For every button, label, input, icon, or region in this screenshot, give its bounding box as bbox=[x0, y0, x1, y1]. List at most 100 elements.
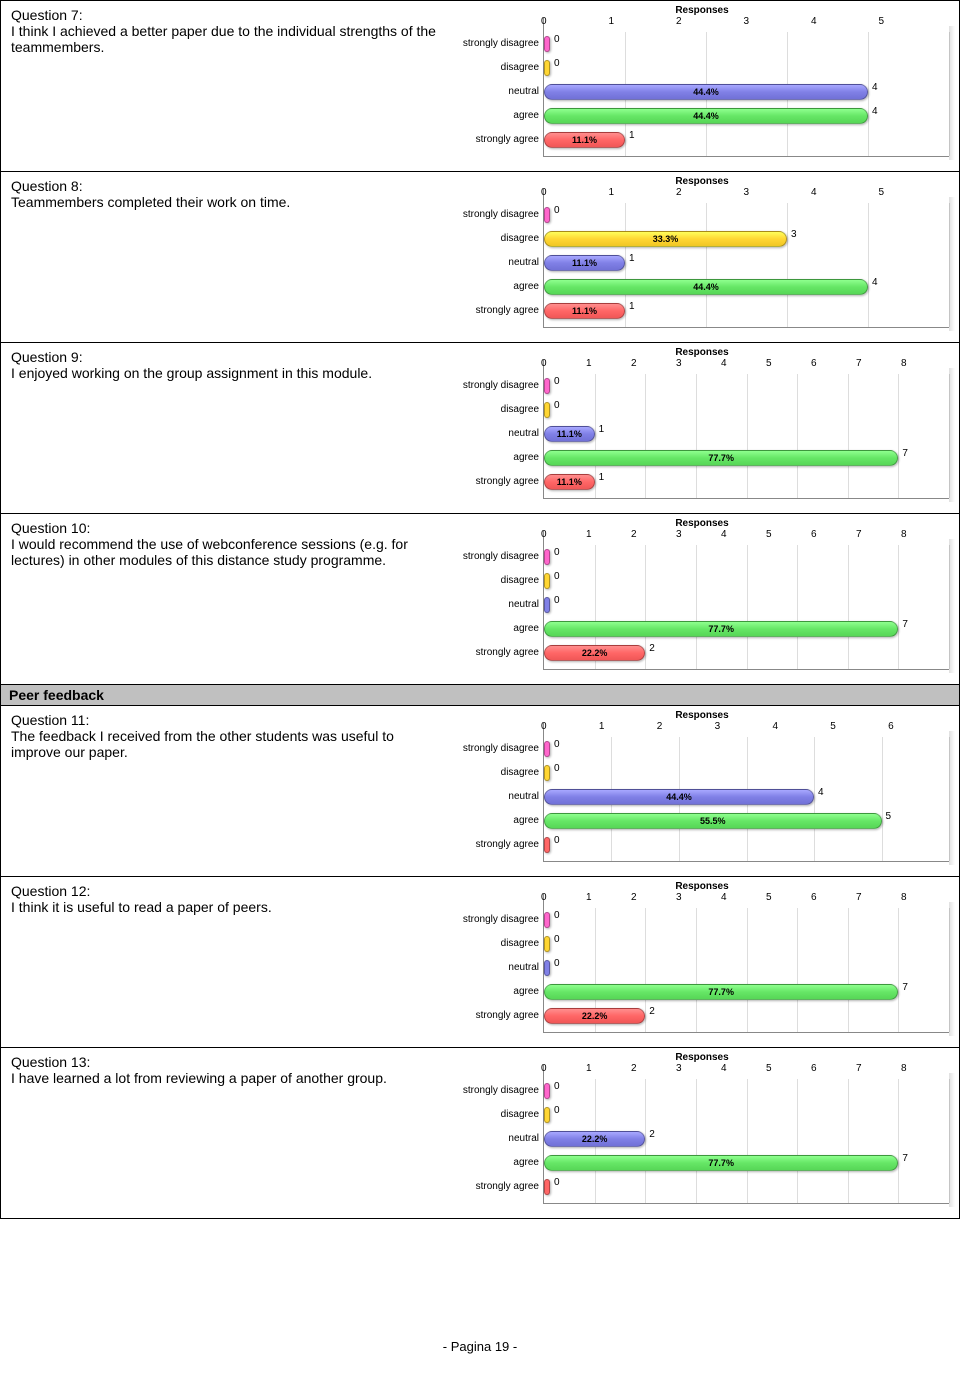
x-tick: 5 bbox=[879, 16, 947, 30]
x-tick: 4 bbox=[811, 187, 879, 201]
bar-row: 0 bbox=[544, 203, 949, 227]
y-label: disagree bbox=[455, 227, 543, 251]
x-tick: 0 bbox=[541, 187, 609, 201]
x-tick: 4 bbox=[721, 1063, 766, 1077]
x-axis: 012345678 bbox=[544, 358, 949, 372]
y-label: strongly agree bbox=[455, 641, 543, 665]
bar-count-label: 2 bbox=[649, 1129, 655, 1140]
bar-row: 77.7%7 bbox=[544, 1151, 949, 1175]
y-label: neutral bbox=[455, 785, 543, 809]
bar bbox=[544, 1083, 550, 1099]
bar-row: 77.7% 7 bbox=[544, 980, 949, 1004]
bar-count-label: 0 bbox=[554, 1177, 560, 1188]
bar-row: 0 bbox=[544, 1079, 949, 1103]
x-tick: 7 bbox=[856, 1063, 901, 1077]
bar-row: 22.2%2 bbox=[544, 1127, 949, 1151]
question-label: Question 10: bbox=[11, 520, 90, 536]
page-footer: - Pagina 19 - bbox=[0, 1339, 960, 1374]
bar-count-label: 1 bbox=[599, 472, 605, 483]
x-tick: 6 bbox=[811, 358, 856, 372]
x-axis: 012345678 bbox=[544, 529, 949, 543]
bar-row: 0 bbox=[544, 593, 949, 617]
response-chart: Responsesstrongly disagreedisagreeneutra… bbox=[451, 514, 959, 684]
bar-count-label: 0 bbox=[554, 34, 560, 45]
y-label: neutral bbox=[455, 251, 543, 275]
y-label: strongly disagree bbox=[455, 1079, 543, 1103]
x-tick: 5 bbox=[766, 892, 811, 906]
question-text: Question 9:I enjoyed working on the grou… bbox=[1, 343, 451, 513]
y-label: strongly disagree bbox=[455, 32, 543, 56]
bar-row: 0 bbox=[544, 374, 949, 398]
x-tick: 3 bbox=[715, 721, 773, 735]
bar-count-label: 4 bbox=[872, 277, 878, 288]
chart-plot: 0123456780022.2%277.7%70 bbox=[543, 1065, 949, 1204]
x-tick: 0 bbox=[541, 1063, 586, 1077]
y-label: disagree bbox=[455, 932, 543, 956]
x-tick: 2 bbox=[631, 1063, 676, 1077]
y-label: disagree bbox=[455, 1103, 543, 1127]
bar-count-label: 7 bbox=[902, 982, 908, 993]
bar bbox=[544, 597, 550, 613]
bar bbox=[544, 765, 550, 781]
x-tick: 7 bbox=[856, 358, 901, 372]
x-tick: 1 bbox=[586, 529, 631, 543]
y-label: neutral bbox=[455, 80, 543, 104]
y-label: strongly disagree bbox=[455, 545, 543, 569]
bar-count-label: 0 bbox=[554, 739, 560, 750]
question-row: Question 13:I have learned a lot from re… bbox=[1, 1048, 959, 1218]
bar-row: 44.4%4 bbox=[544, 80, 949, 104]
bar-pct-label: 44.4% bbox=[666, 789, 692, 805]
response-chart: Responsesstrongly disagreedisagreeneutra… bbox=[451, 1, 959, 171]
bar-row: 55.5%5 bbox=[544, 809, 949, 833]
bar-pct-label: 77.7% bbox=[708, 984, 734, 1000]
bar-row: 0 bbox=[544, 545, 949, 569]
bar-row: 11.1%1 bbox=[544, 128, 949, 152]
y-label: agree bbox=[455, 809, 543, 833]
x-tick: 8 bbox=[901, 529, 946, 543]
y-axis-labels: strongly disagreedisagreeneutralagreestr… bbox=[455, 1065, 543, 1204]
x-tick: 3 bbox=[676, 1063, 721, 1077]
bar bbox=[544, 378, 550, 394]
bar-count-label: 2 bbox=[649, 1006, 655, 1017]
y-label: disagree bbox=[455, 569, 543, 593]
question-body: I think it is useful to read a paper of … bbox=[11, 899, 272, 915]
bar-count-label: 3 bbox=[791, 229, 797, 240]
bar-row: 0 bbox=[544, 761, 949, 785]
question-row: Question 11:The feedback I received from… bbox=[1, 706, 959, 877]
x-axis: 012345 bbox=[544, 187, 949, 201]
chart-title: Responses bbox=[455, 176, 949, 187]
chart-plot: 01234560044.4%455.5%50 bbox=[543, 723, 949, 862]
bar-pct-label: 77.7% bbox=[708, 450, 734, 466]
y-label: strongly disagree bbox=[455, 203, 543, 227]
x-tick: 2 bbox=[676, 187, 744, 201]
x-tick: 2 bbox=[657, 721, 715, 735]
bar-count-label: 0 bbox=[554, 910, 560, 921]
bar-count-label: 0 bbox=[554, 571, 560, 582]
response-chart: Responsesstrongly disagreedisagreeneutra… bbox=[451, 1048, 959, 1218]
bar-count-label: 0 bbox=[554, 376, 560, 387]
bar-count-label: 5 bbox=[886, 811, 892, 822]
question-body: I have learned a lot from reviewing a pa… bbox=[11, 1070, 387, 1086]
y-label: strongly agree bbox=[455, 128, 543, 152]
bar-row: 44.4%4 bbox=[544, 275, 949, 299]
x-tick: 3 bbox=[676, 358, 721, 372]
x-tick: 6 bbox=[811, 892, 856, 906]
bar-row: 44.4%4 bbox=[544, 785, 949, 809]
y-label: strongly agree bbox=[455, 299, 543, 323]
bar-row: 11.1%1 bbox=[544, 299, 949, 323]
x-tick: 0 bbox=[541, 358, 586, 372]
x-tick: 3 bbox=[744, 187, 812, 201]
x-tick: 2 bbox=[631, 892, 676, 906]
bar bbox=[544, 549, 550, 565]
bar-pct-label: 33.3% bbox=[653, 231, 679, 247]
question-body: I enjoyed working on the group assignmen… bbox=[11, 365, 372, 381]
question-label: Question 11: bbox=[11, 712, 89, 728]
bar-pct-label: 44.4% bbox=[693, 108, 719, 124]
bar-count-label: 0 bbox=[554, 595, 560, 606]
question-text: Question 10:I would recommend the use of… bbox=[1, 514, 451, 684]
x-tick: 5 bbox=[830, 721, 888, 735]
bar-row: 0 bbox=[544, 569, 949, 593]
bar bbox=[544, 837, 550, 853]
bar-count-label: 1 bbox=[629, 253, 635, 264]
question-label: Question 13: bbox=[11, 1054, 90, 1070]
